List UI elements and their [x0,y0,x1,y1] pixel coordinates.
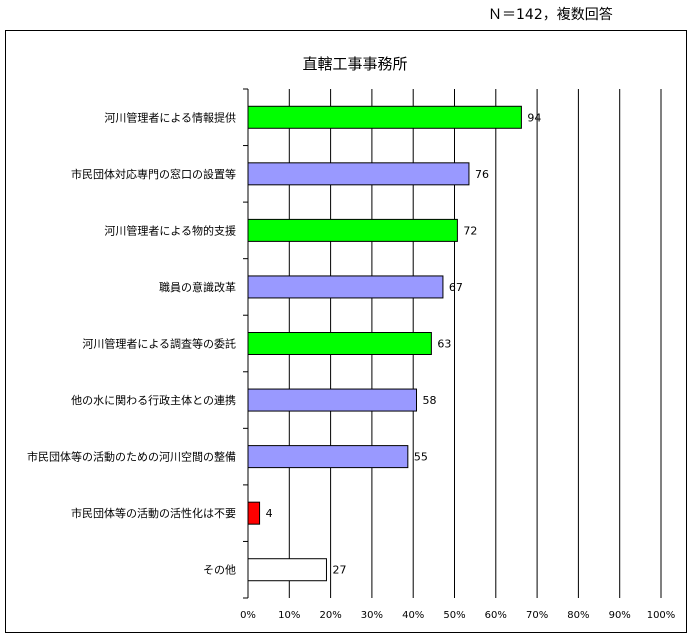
x-tick-label: 60% [485,610,507,621]
category-label: 市民団体対応専門の窓口の設置等 [71,167,236,181]
x-tick-label: 0% [240,610,256,621]
category-label: その他 [203,564,236,577]
x-tick-label: 80% [567,610,589,621]
data-label: 55 [414,451,428,464]
x-tick-label: 90% [609,610,631,621]
data-label: 27 [332,564,346,577]
data-label: 72 [463,224,477,237]
category-label: 他の水に関わる行政主体との連携 [71,393,236,407]
x-tick-label: 100% [647,610,676,621]
value-labels: 94 76 72 67 63 58 55 4 27 [266,111,542,576]
bar [247,388,418,412]
bar [247,558,327,582]
x-tick-label: 10% [278,610,300,621]
bar-chart: 直轄工事事務所 河川管理者による情報提供市民団体対応専門の窓口の設置等河川管理者… [27,55,675,621]
data-label: 94 [527,111,541,124]
bar [247,332,432,355]
bar [247,275,444,299]
data-label: 4 [266,507,273,520]
x-tick-label: 30% [361,610,383,621]
chart-title: 直轄工事事務所 [302,55,407,73]
x-tick-label: 20% [319,610,341,621]
category-label: 市民団体等の活動のための河川空間の整備 [27,450,236,464]
x-tick-labels: 0% 10% 20% 30% 40% 50% 60% 70% 80% 90% 100% [240,610,675,621]
data-label: 76 [475,168,489,181]
category-label: 職員の意識改革 [159,280,236,294]
x-tick-label: 50% [443,610,465,621]
category-label: 河川管理者による調査等の委託 [82,337,236,351]
category-labels: 河川管理者による情報提供市民団体対応専門の窓口の設置等河川管理者による物的支援職… [27,110,236,576]
category-label: 河川管理者による情報提供 [104,110,236,124]
data-label: 63 [437,338,451,351]
bar [247,218,458,242]
data-label: 58 [423,394,437,407]
sample-size-note: Ｎ＝142，複数回答 [488,7,613,23]
x-tick-label: 70% [526,610,548,621]
bar [247,162,470,186]
data-label: 67 [449,281,463,294]
bar [247,105,522,129]
chart-frame: 直轄工事事務所 河川管理者による情報提供 市民団体対応専門の窓口の設置等 河川管理者… [5,30,687,633]
category-label: 河川管理者による物的支援 [104,223,236,237]
bar [247,501,261,525]
x-tick-label: 40% [402,610,424,621]
category-label: 市民団体等の活動の活性化は不要 [71,506,236,520]
bar [247,445,409,469]
